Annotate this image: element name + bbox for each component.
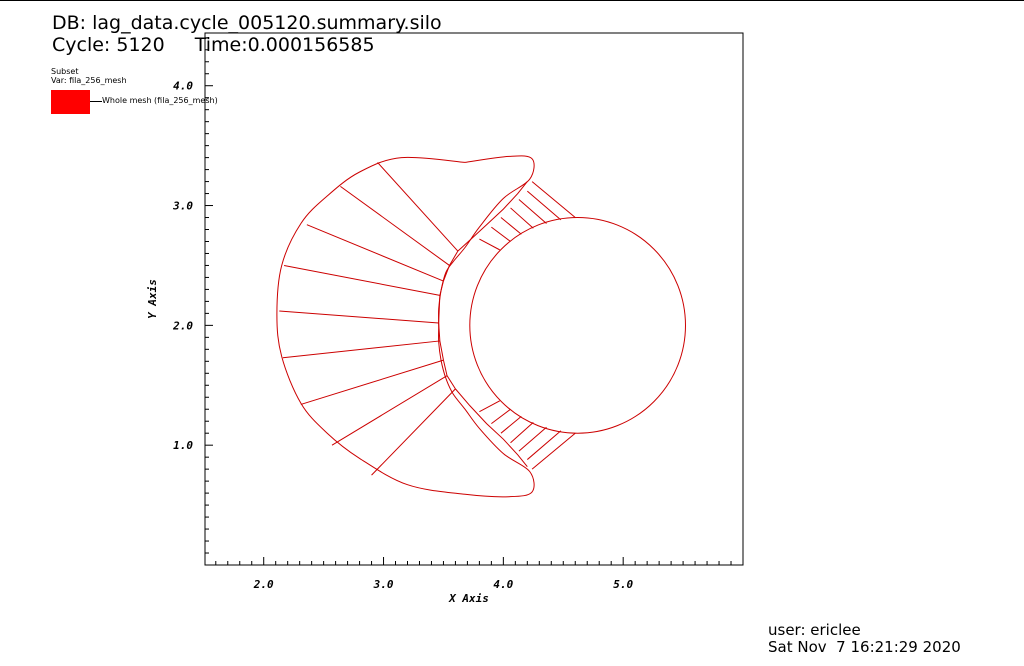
mesh-fan-line-lower — [500, 416, 522, 434]
mesh-fan-line-lower — [479, 400, 500, 413]
database-title: DB: lag_data.cycle_005120.summary.silo — [52, 12, 442, 34]
axis-ticks — [205, 37, 744, 566]
mesh-spoke — [331, 375, 448, 446]
y-tick-label: 2.0 — [172, 319, 193, 332]
legend-swatch — [51, 90, 90, 114]
mesh-fan-line-upper — [518, 199, 547, 224]
mesh-spoke — [340, 185, 450, 266]
plot-frame — [204, 32, 744, 566]
mesh-spoke — [306, 224, 444, 282]
mesh-fan-line-upper — [479, 238, 500, 251]
mesh-fan-line-lower — [518, 426, 547, 452]
mesh-circle — [469, 217, 686, 434]
mesh-spoke — [377, 162, 459, 252]
mesh-fan-line-upper — [510, 207, 534, 229]
cycle-label: Cycle: 5120 — [52, 34, 165, 56]
footer-user: user: ericlee — [768, 621, 861, 639]
mesh-fan-line-lower — [526, 430, 562, 460]
mesh-fan-line-upper — [531, 181, 576, 218]
mesh-spoke — [279, 310, 439, 324]
x-tick-label: 5.0 — [613, 578, 633, 591]
legend-entry-label: Whole mesh (fila_256_mesh) — [102, 96, 218, 105]
mesh-fan-line-lower — [531, 432, 576, 470]
legend-title: Subset Var: fila_256_mesh — [51, 67, 127, 85]
footer-date: Sat Nov 7 16:21:29 2020 — [768, 638, 961, 656]
x-tick-label: 4.0 — [493, 578, 513, 591]
legend-var-label: Var: fila_256_mesh — [51, 76, 127, 85]
cycle-time-line: Cycle: 5120 Time:0.000156585 — [52, 35, 375, 55]
y-tick-label: 3.0 — [172, 200, 193, 213]
x-axis-title: X Axis — [448, 592, 489, 605]
mesh-fan-line-upper — [500, 217, 522, 235]
mesh-outer-boundary — [276, 155, 535, 498]
mesh-fan-line-upper — [491, 226, 511, 242]
mesh-plot — [276, 155, 686, 498]
time-label: Time:0.000156585 — [194, 34, 375, 56]
x-tick-label: 3.0 — [373, 578, 394, 591]
mesh-inner-edge-left — [438, 250, 459, 390]
legend-subset-label: Subset — [51, 67, 79, 76]
axis-labels: 2.0 3.0 4.0 5.0 1.0 2.0 3.0 4.0 X Axis Y Axis — [146, 80, 633, 605]
mesh-inner-edge-lower — [455, 388, 528, 468]
mesh-fan-line-lower — [491, 408, 511, 425]
y-tick-label: 1.0 — [173, 439, 193, 452]
y-tick-label: 4.0 — [173, 80, 193, 93]
mesh-spoke — [371, 388, 456, 476]
y-axis-title: Y Axis — [146, 279, 159, 319]
legend-leader-line — [90, 101, 102, 102]
x-tick-label: 2.0 — [253, 578, 274, 591]
mesh-spoke — [282, 340, 440, 359]
top-rule — [0, 0, 1024, 1]
mesh-spoke — [300, 359, 444, 405]
mesh-fan-line-lower — [510, 422, 534, 444]
mesh-spoke — [283, 264, 440, 296]
mesh-inner-edge-upper — [457, 181, 528, 252]
mesh-fan-line-upper — [526, 190, 562, 221]
